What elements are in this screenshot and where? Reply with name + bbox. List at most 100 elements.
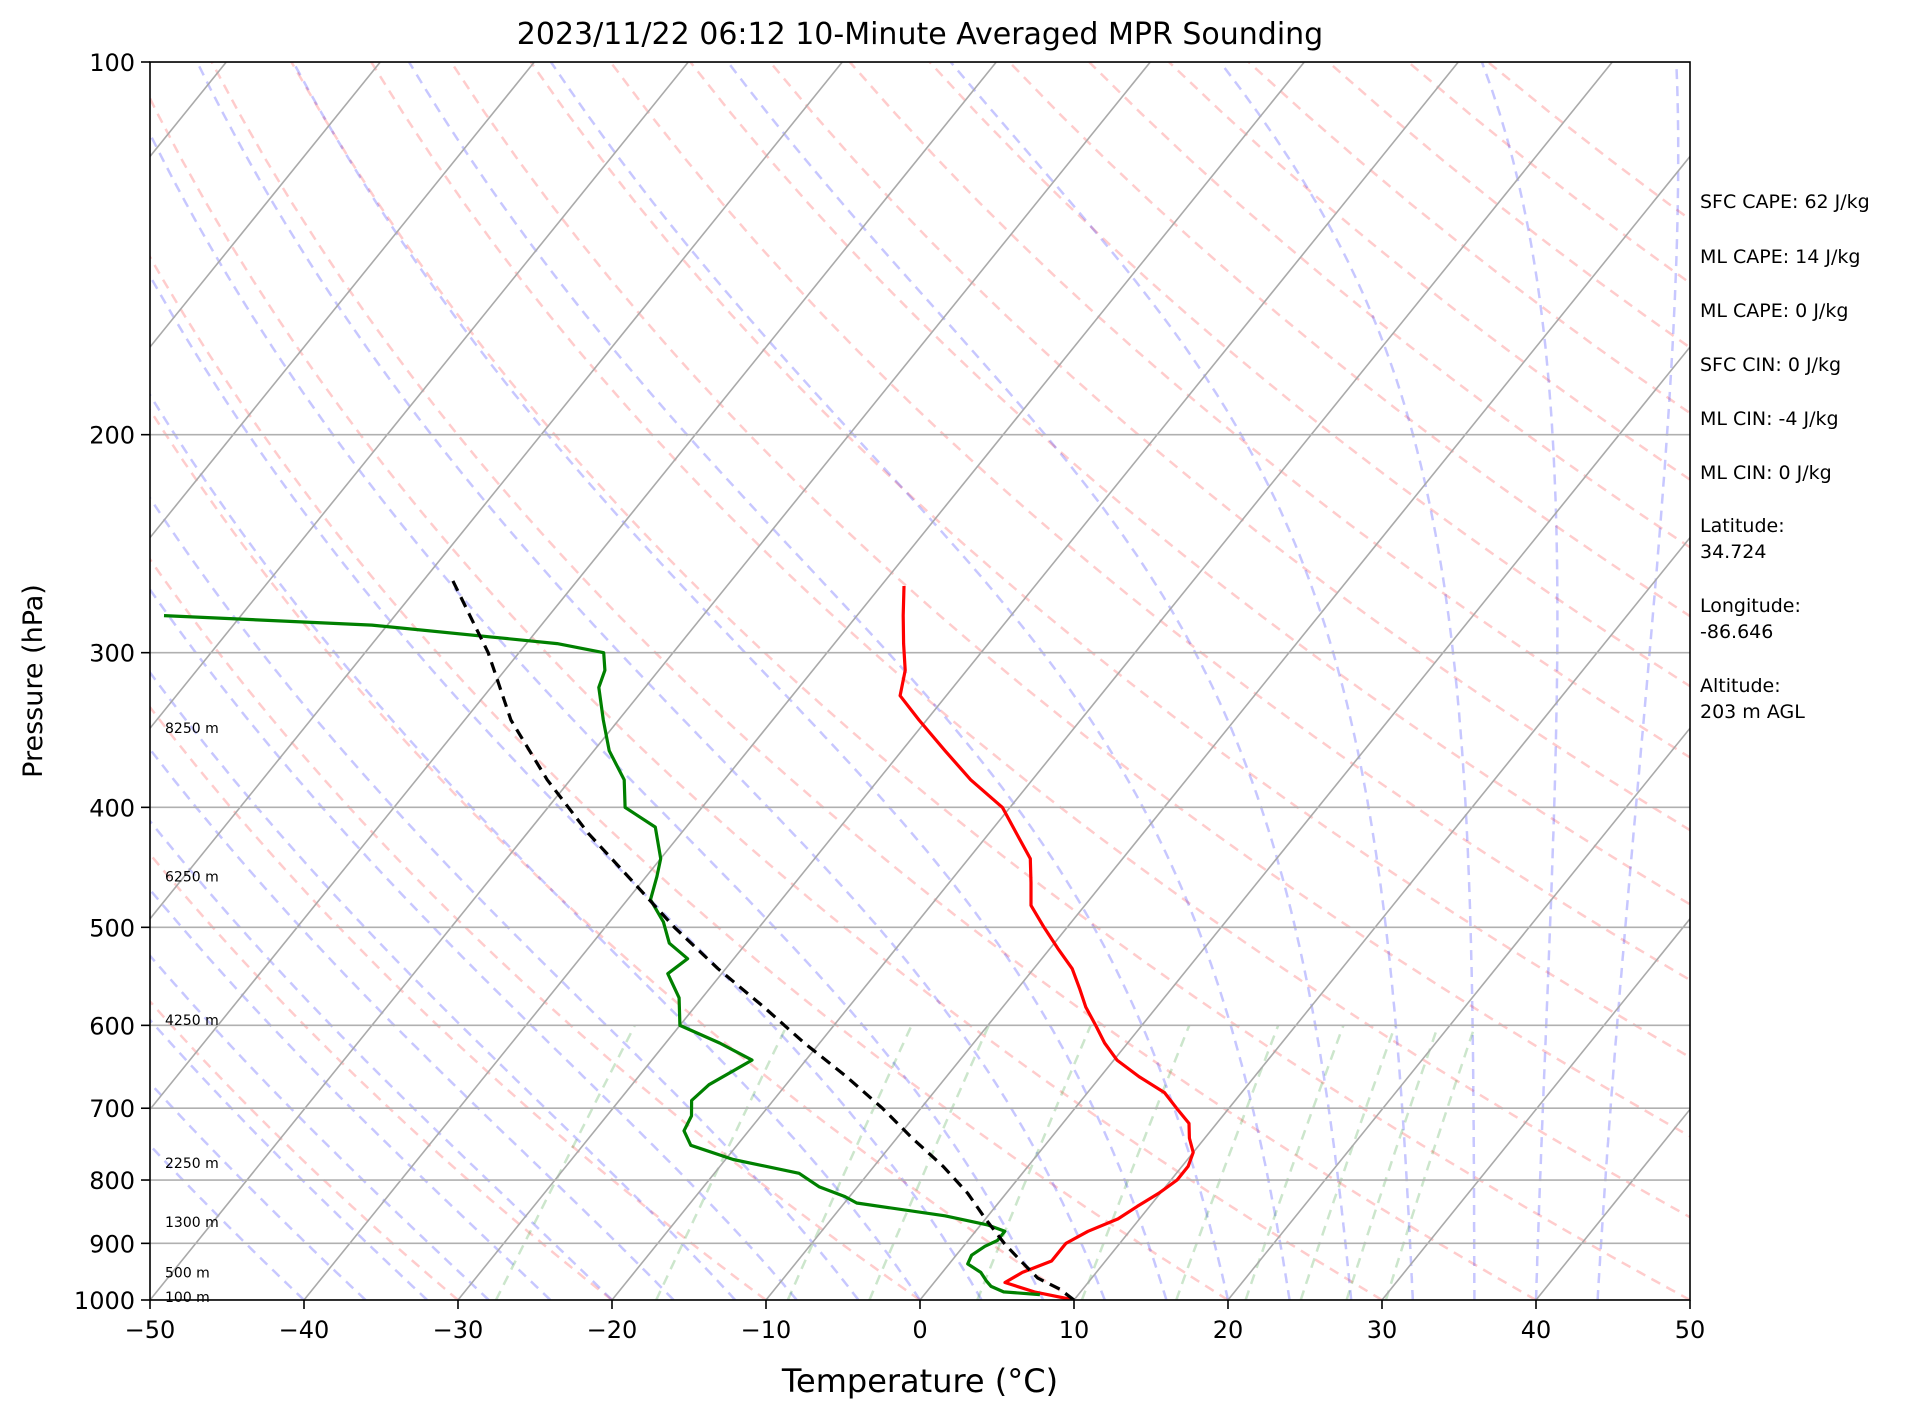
x-tick-label: 20 [1213,1316,1244,1344]
x-tick-label: 40 [1521,1316,1552,1344]
x-tick-label: −20 [587,1316,638,1344]
series-line [898,585,1195,1300]
height-labels: 100 m 500 m 1300 m 2250 m 4250 m 6250 m 8250 m [165,721,219,1306]
mixing-ratio-line [1384,1024,1477,1300]
info-line: Latitude: [1700,515,1785,537]
moist-adiabat-line [150,273,983,1300]
moist-adiabat-line [726,62,1353,1300]
info-line: Longitude: [1700,595,1801,617]
moist-adiabat-line [150,1081,367,1300]
moist-adiabat-line [407,62,1230,1300]
x-tick-label: −10 [741,1316,792,1344]
moist-adiabat-line [150,1143,305,1300]
isotherm-line [1227,726,1690,1300]
moist-adiabat-line [150,495,860,1300]
mixing-ratio-line [786,1024,913,1300]
height-label: 4250 m [165,1013,219,1029]
x-tick-label: 50 [1675,1316,1706,1344]
series-line [163,614,1041,1297]
moist-adiabat-line [150,670,737,1300]
info-panel: SFC CAPE: 62 J/kg ML CAPE: 14 J/kg ML CAPE… [1700,191,1870,723]
moist-adiabat-line [949,62,1415,1300]
mixing-ratio-line [655,1024,789,1300]
height-label: 1300 m [165,1215,219,1231]
dry-adiabat-line [370,62,1690,1219]
moist-adiabat-line [150,887,552,1300]
info-line: ML CAPE: 14 J/kg [1700,246,1860,268]
height-label: 6250 m [165,870,219,886]
isotherm-line [1381,917,1690,1300]
moist-adiabat-line [150,819,613,1300]
dry-adiabat-line [449,62,1690,1138]
isotherm-line [919,345,1690,1300]
dry-adiabat-line [689,62,1690,906]
isotherm-line [303,62,1305,1300]
dry-adiabat-line [290,62,1690,1300]
height-label: 2250 m [165,1156,219,1172]
background-lines [150,62,1690,1300]
dry-adiabat-line [210,62,1537,1300]
moist-adiabat-line [150,587,798,1300]
moist-adiabat-line [292,62,1168,1300]
x-tick-label: 30 [1367,1316,1398,1344]
dry-adiabat-line [529,62,1690,1059]
moist-adiabat-line [150,1018,429,1300]
y-tick-label: 500 [89,914,135,942]
y-tick-label: 100 [89,49,135,77]
mixing-ratio-line [1345,1024,1440,1300]
mixing-ratio-line [494,1024,636,1300]
y-tick-label: 700 [89,1095,135,1123]
info-line: ML CIN: -4 J/kg [1700,408,1839,430]
isotherm-line [1073,536,1690,1300]
chart-title: 2023/11/22 06:12 10-Minute Averaged MPR … [517,17,1323,52]
isotherm-line [611,62,1613,1300]
isotherm-line [150,62,381,349]
isotherm-line [150,62,535,539]
y-tick-label: 300 [89,640,135,668]
dry-adiabats [150,62,1690,1300]
height-label: 8250 m [165,721,219,737]
x-axis-label: Temperature (°C) [781,1362,1058,1400]
moist-adiabat-line [150,392,922,1300]
dry-adiabat-line [150,407,1075,1300]
moist-adiabat-line [150,953,490,1300]
info-line: Altitude: [1700,675,1781,697]
isotherms [150,62,1690,1300]
x-tick-label: 0 [912,1316,927,1344]
x-tick-label: 10 [1059,1316,1090,1344]
moist-adiabat-line [150,131,1045,1300]
dry-adiabat-line [150,852,613,1300]
y-axis-ticks: 1000 900 800 700 600 500 400 300 200 100 [74,49,150,1315]
x-tick-label: −30 [433,1316,484,1344]
isotherm-line [765,155,1690,1300]
y-axis-label: Pressure (hPa) [18,584,49,778]
info-line: -86.646 [1700,621,1773,643]
isotherm-line [457,62,1459,1300]
y-tick-label: 800 [89,1167,135,1195]
height-label: 100 m [165,1290,210,1306]
dry-adiabat-line [848,62,1690,759]
info-line: 203 m AGL [1700,701,1805,723]
moist-adiabat-line [549,62,1291,1300]
isotherm-line [150,62,1151,1300]
mixing-ratio-line [976,1024,1092,1300]
dry-adiabat-line [609,62,1690,982]
dry-adiabat-line [150,557,921,1300]
moist-adiabat-line [150,747,675,1300]
info-line: SFC CAPE: 62 J/kg [1700,191,1870,213]
isobars [150,62,1690,1300]
isotherm-line [150,62,689,730]
moist-adiabats [150,62,1680,1300]
mixing-ratio-line [1080,1024,1191,1300]
dry-adiabat-line [150,705,767,1300]
y-tick-label: 600 [89,1012,135,1040]
info-line: ML CIN: 0 J/kg [1700,462,1832,484]
moist-adiabat-line [1596,62,1680,1300]
height-label: 500 m [165,1265,210,1281]
y-tick-label: 400 [89,794,135,822]
y-tick-label: 1000 [74,1287,135,1315]
moist-adiabat-line [1480,62,1559,1300]
dry-adiabat-line [150,95,1383,1300]
info-line: SFC CIN: 0 J/kg [1700,354,1841,376]
